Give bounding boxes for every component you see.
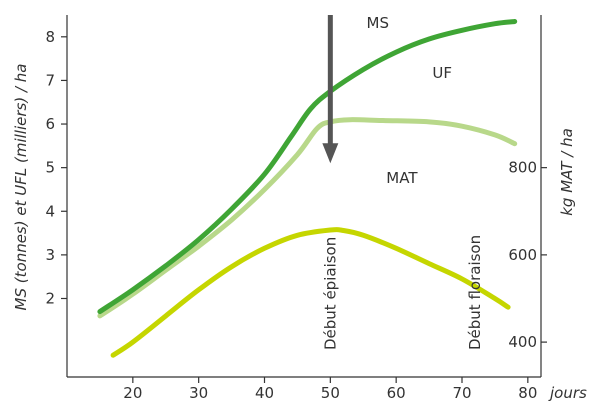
- y-tick-label-right: 600: [508, 246, 537, 264]
- annotation-debut-epiaison: Début épiaison: [321, 237, 339, 350]
- series-label-uf: UF: [432, 64, 452, 82]
- y-tick-label-right: 800: [508, 159, 537, 177]
- x-tick-label: 30: [189, 384, 208, 402]
- x-tick-label: 80: [518, 384, 537, 402]
- series-label-ms: MS: [367, 14, 389, 32]
- series-line-mat: [110, 227, 511, 358]
- x-tick-label: 60: [387, 384, 406, 402]
- series-line-uf: [97, 117, 518, 319]
- y-tick-label-left: 8: [45, 28, 55, 46]
- series-line-ms: [97, 19, 518, 315]
- series-label-mat: MAT: [386, 169, 418, 187]
- y-tick-label-left: 6: [45, 115, 55, 133]
- x-axis-title: jours: [548, 384, 587, 402]
- y-axis-right-title: kg MAT / ha: [558, 128, 576, 216]
- y-tick-label-right: 400: [508, 333, 537, 351]
- x-tick-label: 50: [321, 384, 340, 402]
- x-tick-label: 40: [255, 384, 274, 402]
- series-layer: MS UF MAT: [97, 14, 518, 358]
- y-tick-label-left: 5: [45, 159, 55, 177]
- y-axis-left-title: MS (tonnes) et UFL (milliers) / ha: [12, 64, 30, 311]
- annotation-debut-floraison: Début floraison: [466, 235, 484, 350]
- y-tick-label-left: 4: [45, 202, 55, 220]
- y-tick-label-left: 2: [45, 289, 55, 307]
- ticks: 2 3 4 5 6 7 8 20 30 40 50 60 70 80 400 600 800: [45, 28, 547, 402]
- y-tick-label-left: 3: [45, 246, 55, 264]
- x-tick-label: 20: [123, 384, 142, 402]
- y-tick-label-left: 7: [45, 71, 55, 89]
- x-tick-label: 70: [452, 384, 471, 402]
- annotation-layer: Début épiaison Début floraison: [321, 15, 484, 350]
- arrow-head: [322, 143, 339, 164]
